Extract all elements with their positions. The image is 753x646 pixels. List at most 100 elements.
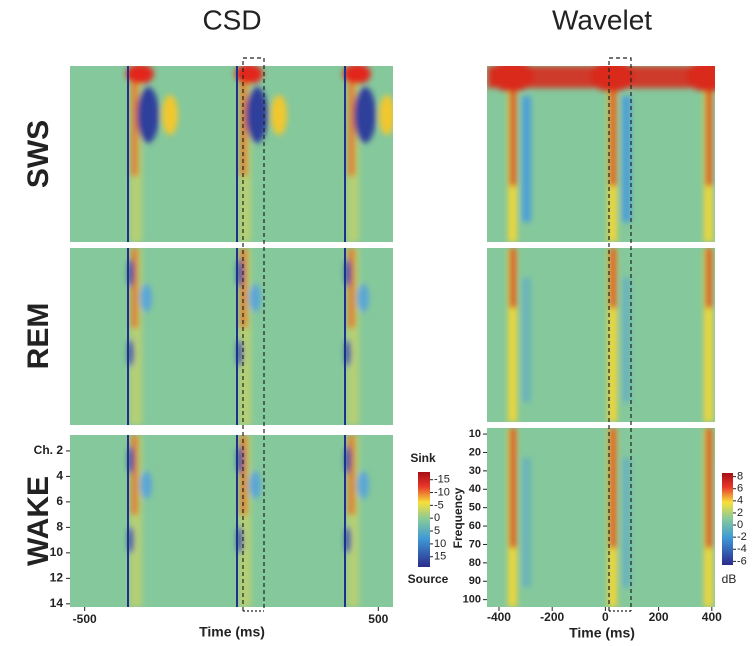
blob (686, 66, 715, 92)
stripe (130, 66, 142, 242)
heatmap-background (70, 66, 393, 242)
stripe (522, 458, 531, 587)
heatmap (508, 248, 713, 422)
blob (357, 284, 369, 312)
heatmap-background (487, 248, 715, 422)
heatmap-blur (487, 66, 715, 242)
blob (590, 66, 634, 92)
y-tick-label: 6 (56, 494, 63, 508)
heatmap-blur (508, 428, 713, 607)
y-tick-label: 8 (56, 520, 63, 534)
stripe (510, 66, 516, 186)
stim-line (236, 248, 238, 425)
stripe (622, 96, 631, 222)
stripe (610, 428, 616, 548)
y-tick-label: 12 (50, 571, 64, 585)
dashed-box (608, 57, 632, 611)
x-tick-label: -200 (540, 610, 564, 624)
colorbar-tick-label: 0 (737, 519, 743, 531)
y-tick-label: 4 (56, 469, 63, 483)
blob (128, 259, 134, 287)
blob (128, 339, 134, 367)
y-tick-label: 10 (50, 545, 64, 559)
colorbar-bottom-label: Source (408, 572, 449, 586)
heatmap-blur (128, 248, 369, 425)
stripe (130, 435, 142, 607)
stripe (622, 458, 631, 587)
stripe (347, 435, 359, 607)
heatmap-background (70, 435, 393, 607)
y-tick-label: 14 (50, 596, 64, 610)
heatmap (487, 66, 715, 242)
colorbar-top-label: Sink (410, 451, 436, 465)
colorbar-tick-label: 2 (737, 507, 743, 519)
x-tick-label: 200 (649, 610, 669, 624)
stim-line (236, 66, 238, 242)
blob (345, 526, 351, 554)
blob (345, 259, 351, 287)
blob (246, 87, 268, 143)
blob (237, 259, 243, 287)
blob (345, 339, 351, 367)
heatmap-background (70, 248, 393, 425)
x-tick-label: 400 (702, 610, 722, 624)
blob (271, 95, 287, 135)
wavelet-colorbar (722, 473, 733, 565)
blob (354, 87, 376, 143)
colorbar-tick-label: 15 (434, 551, 446, 563)
stripe (510, 248, 516, 308)
blob (140, 471, 152, 499)
csd-x-label: Time (ms) (199, 624, 265, 640)
row-label: REM (22, 303, 55, 370)
y-tick-label: 90 (469, 575, 481, 587)
y-tick-label: 10 (469, 428, 481, 440)
stripe (239, 435, 251, 607)
stripe (130, 248, 142, 425)
colorbar-tick-label: 0 (434, 512, 440, 524)
blob (126, 66, 154, 84)
blob (490, 66, 534, 92)
stripe (347, 66, 359, 242)
stripe (510, 428, 516, 548)
colorbar-tick-label: 10 (434, 538, 446, 550)
colorbar-tick-label: -5 (434, 499, 444, 511)
blob (357, 471, 369, 499)
heatmap-blur (508, 248, 713, 422)
stim-line (344, 66, 346, 242)
y-tick-label: 40 (469, 483, 481, 495)
row-label: SWS (22, 120, 55, 188)
dashed-box (242, 57, 265, 611)
stim-line (344, 248, 346, 425)
y-tick-label: Ch. 2 (34, 443, 64, 457)
colorbar-tick-label: 6 (737, 483, 743, 495)
stripe (704, 248, 713, 422)
blob (237, 339, 243, 367)
stim-line (127, 248, 129, 425)
blob (249, 284, 261, 312)
x-tick-label: 500 (368, 612, 388, 626)
colorbar-tick-label: 4 (737, 495, 743, 507)
stripe (706, 248, 712, 308)
stripe (508, 248, 517, 422)
stim-line (127, 66, 129, 242)
colorbar-tick-label: -4 (737, 543, 747, 555)
y-tick-label: 30 (469, 465, 481, 477)
blob (379, 95, 393, 135)
wavelet-title: Wavelet (552, 4, 652, 35)
y-tick-label: 100 (463, 594, 481, 606)
csd-colorbar (418, 472, 430, 567)
colorbar-tick-label: 5 (434, 525, 440, 537)
y-tick-label: 80 (469, 557, 481, 569)
heatmap (126, 66, 393, 242)
blob (343, 66, 371, 84)
colorbar-tick-label: 8 (737, 471, 743, 483)
stripe (706, 428, 712, 548)
blob (249, 471, 261, 499)
colorbar-tick-label: -15 (434, 474, 450, 486)
stripe (622, 278, 631, 402)
blob (162, 95, 178, 135)
blob (345, 446, 351, 474)
heatmap-background (487, 428, 715, 607)
y-tick-label: 70 (469, 538, 481, 550)
stripe (706, 66, 712, 186)
